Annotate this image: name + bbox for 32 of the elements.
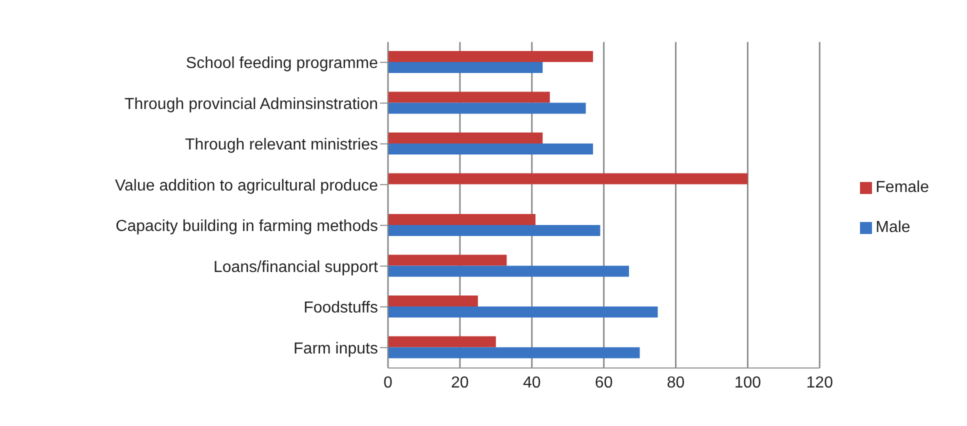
x-tick-label: 60 (594, 374, 613, 392)
bar (388, 295, 478, 306)
bar (388, 306, 658, 318)
bar (388, 102, 586, 114)
legend-label: Male (876, 219, 910, 236)
y-tick-label: Value addition to agricultural produce (115, 177, 378, 194)
x-tick-label: 20 (451, 374, 469, 392)
y-tick-label: Farm inputs (294, 340, 378, 358)
legend-label: Female (876, 179, 929, 196)
x-tick-label: 40 (522, 374, 541, 392)
x-tick-label: 0 (384, 374, 393, 392)
bar (388, 336, 496, 348)
y-tick-label: Through provincial Adminsinstration (124, 96, 378, 113)
x-tick-label: 120 (806, 374, 834, 392)
bar (388, 214, 536, 225)
y-tick-label: Through relevant ministries (185, 136, 378, 154)
bar (388, 132, 543, 144)
bar (388, 92, 550, 103)
bar (388, 254, 507, 266)
x-tick-label: 80 (666, 374, 685, 392)
y-tick-label: Capacity building in farming methods (116, 218, 378, 236)
bar (388, 143, 594, 154)
x-tick-label: 100 (734, 374, 762, 392)
bar (388, 50, 594, 62)
bar (388, 173, 748, 184)
y-tick-label: Loans/financial support (213, 258, 379, 276)
bar (388, 224, 600, 236)
bar (388, 347, 640, 358)
y-tick-label: Foodstuffs (304, 300, 378, 317)
bar (388, 266, 629, 277)
bar (388, 62, 543, 73)
y-tick-label: School feeding programme (186, 55, 378, 72)
